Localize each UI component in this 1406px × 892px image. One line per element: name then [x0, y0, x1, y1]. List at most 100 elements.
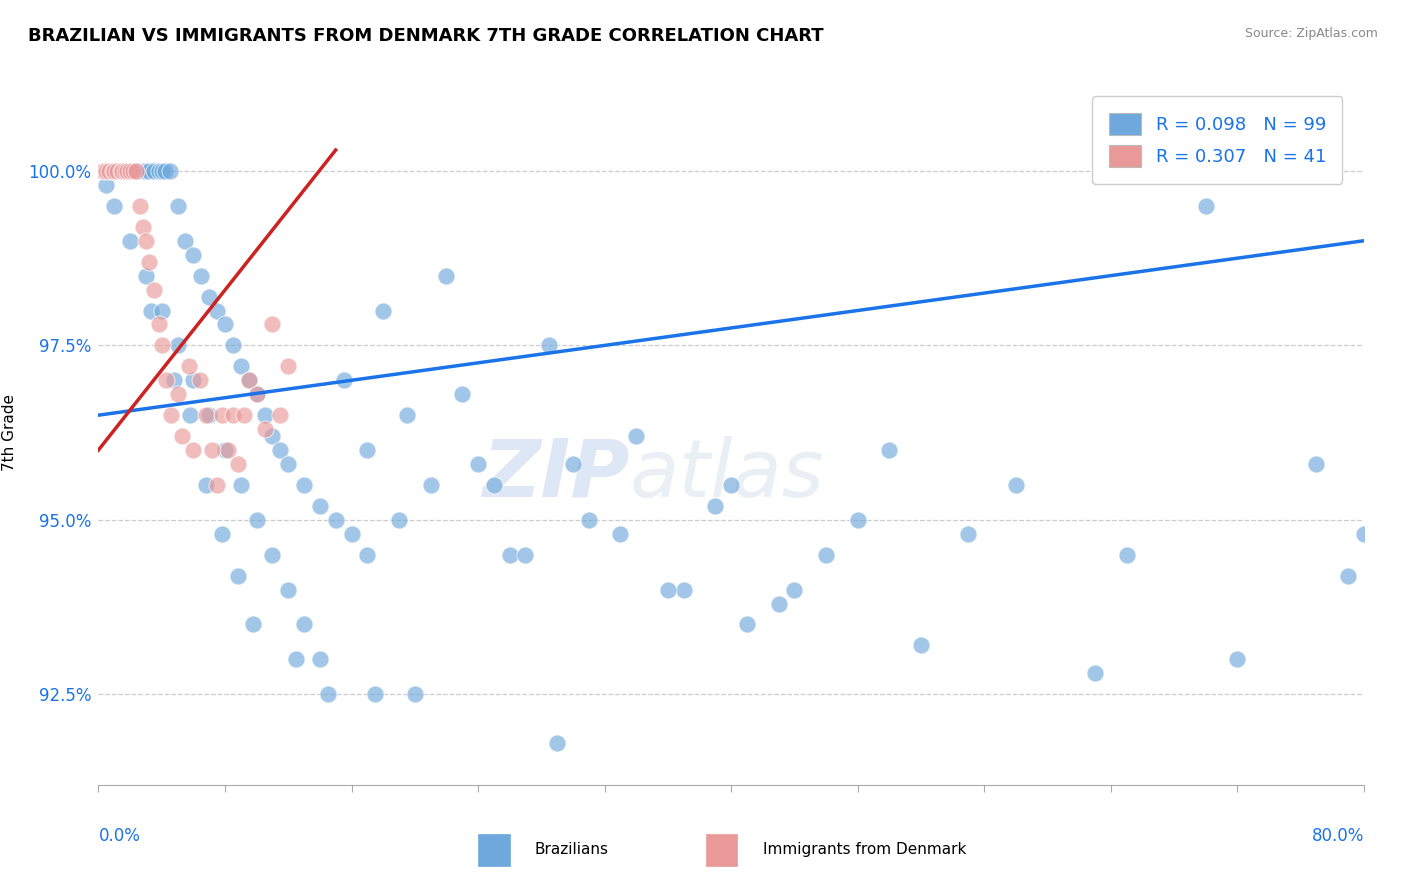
Point [340, 526, 363, 541]
Point [515, 548, 537, 562]
Point [578, 513, 600, 527]
Point [160, 408, 183, 422]
Point [153, 164, 176, 178]
Point [1305, 457, 1327, 471]
Text: Brazilians: Brazilians [534, 842, 609, 857]
Point [163, 373, 186, 387]
Point [262, 548, 284, 562]
Point [103, 164, 125, 178]
Point [110, 164, 132, 178]
Point [107, 164, 129, 178]
Point [115, 164, 138, 178]
Point [242, 617, 264, 632]
Point [194, 408, 218, 422]
Point [217, 443, 239, 458]
Point [285, 652, 308, 666]
Point [155, 373, 177, 387]
Point [1084, 666, 1107, 681]
Point [226, 568, 249, 582]
Point [229, 359, 252, 374]
Point [1195, 199, 1218, 213]
Point [166, 338, 188, 352]
Point [704, 499, 727, 513]
Point [139, 303, 162, 318]
Point [419, 478, 441, 492]
Point [624, 429, 647, 443]
Point [238, 373, 260, 387]
Point [103, 199, 125, 213]
Point [211, 526, 233, 541]
Point [122, 164, 145, 178]
Point [877, 443, 901, 458]
Point [142, 283, 165, 297]
Point [103, 164, 125, 178]
Point [205, 303, 228, 318]
Point [364, 687, 387, 701]
Point [246, 513, 269, 527]
Point [768, 597, 790, 611]
Point [150, 164, 173, 178]
Point [183, 248, 205, 262]
Point [111, 164, 134, 178]
Point [657, 582, 679, 597]
Point [190, 268, 212, 283]
Point [148, 318, 170, 332]
Point [127, 164, 149, 178]
FancyBboxPatch shape [478, 834, 510, 866]
Point [198, 408, 221, 422]
Point [910, 639, 932, 653]
Point [1004, 478, 1026, 492]
FancyBboxPatch shape [706, 834, 737, 866]
Point [115, 164, 138, 178]
Point [128, 199, 150, 213]
Point [132, 219, 155, 234]
Text: Immigrants from Denmark: Immigrants from Denmark [762, 842, 966, 857]
Point [269, 443, 291, 458]
Point [269, 408, 291, 422]
Point [467, 457, 489, 471]
Point [246, 387, 269, 401]
Point [177, 359, 200, 374]
Point [125, 164, 148, 178]
Point [735, 617, 758, 632]
Point [277, 359, 299, 374]
Point [561, 457, 585, 471]
Point [388, 513, 411, 527]
Point [253, 422, 276, 436]
Point [211, 408, 233, 422]
Point [1226, 652, 1249, 666]
Text: 80.0%: 80.0% [1312, 827, 1364, 846]
Legend: R = 0.098   N = 99, R = 0.307   N = 41: R = 0.098 N = 99, R = 0.307 N = 41 [1092, 96, 1343, 184]
Point [222, 408, 245, 422]
Text: atlas: atlas [630, 436, 825, 514]
Point [194, 478, 218, 492]
Point [183, 443, 205, 458]
Point [846, 513, 869, 527]
Point [499, 548, 522, 562]
Point [1337, 568, 1360, 582]
Point [316, 687, 339, 701]
Point [179, 408, 201, 422]
Point [135, 164, 157, 178]
Point [166, 199, 188, 213]
Point [159, 164, 181, 178]
Text: ZIP: ZIP [482, 436, 630, 514]
Point [138, 254, 160, 268]
Point [292, 617, 315, 632]
Point [957, 526, 980, 541]
Point [325, 513, 347, 527]
Point [114, 164, 136, 178]
Point [292, 478, 315, 492]
Point [1115, 548, 1137, 562]
Point [122, 164, 145, 178]
Point [609, 526, 631, 541]
Point [214, 318, 236, 332]
Point [120, 234, 141, 248]
Point [371, 303, 394, 318]
Point [783, 582, 806, 597]
Point [451, 387, 474, 401]
Point [166, 387, 188, 401]
Point [188, 373, 211, 387]
Point [672, 582, 695, 597]
Point [107, 164, 129, 178]
